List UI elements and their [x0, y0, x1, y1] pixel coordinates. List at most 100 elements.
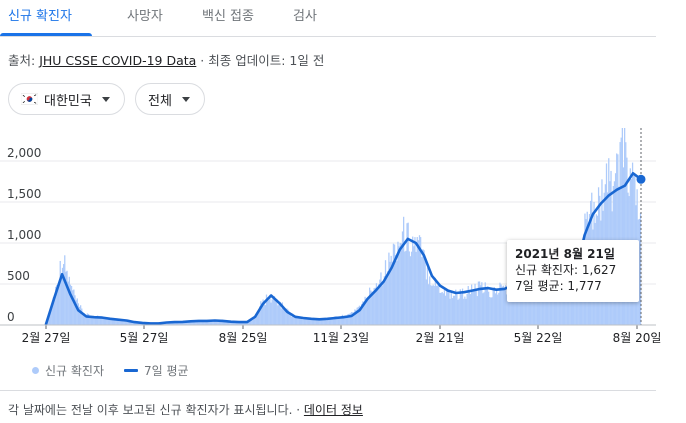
daily-bar	[499, 282, 501, 325]
daily-bar	[539, 280, 541, 325]
daily-bar	[97, 315, 99, 325]
daily-bar	[195, 321, 197, 325]
daily-bar	[486, 286, 489, 325]
daily-bar	[243, 322, 245, 325]
daily-bar	[201, 320, 203, 325]
y-axis-labels: 0 500 1,000 1,500 2,000	[7, 146, 41, 324]
daily-bar	[306, 318, 308, 325]
daily-bar	[461, 288, 464, 325]
region-dropdown[interactable]: 대한민국	[8, 83, 125, 115]
daily-bar	[412, 236, 414, 325]
footnote-separator: ·	[292, 403, 304, 417]
daily-bar	[624, 128, 626, 325]
footer-divider	[0, 390, 656, 391]
daily-bar	[443, 290, 446, 325]
daily-bar	[112, 317, 115, 325]
daily-bar	[491, 297, 493, 325]
daily-bar	[366, 299, 369, 325]
daily-bar	[325, 320, 328, 325]
daily-bar	[478, 281, 481, 325]
daily-bar	[346, 316, 348, 325]
daily-bar	[227, 322, 229, 325]
daily-bar	[410, 251, 413, 325]
daily-bar	[203, 321, 205, 325]
daily-bar	[455, 289, 457, 325]
daily-bar	[403, 216, 405, 325]
daily-bar	[409, 256, 412, 325]
daily-bar	[456, 294, 458, 325]
daily-bar	[359, 308, 362, 325]
daily-bar	[399, 243, 401, 325]
daily-bar	[251, 320, 253, 325]
tooltip-date: 2021년 8월 21일	[515, 247, 615, 261]
daily-bar	[233, 322, 235, 325]
daily-bar	[434, 277, 437, 325]
last-updated: 최종 업데이트: 1일 전	[208, 53, 325, 68]
daily-bar	[170, 322, 172, 325]
daily-bar	[274, 300, 277, 325]
daily-bar	[457, 299, 459, 325]
daily-bar	[222, 321, 225, 325]
daily-bar	[305, 319, 307, 325]
daily-bar	[401, 231, 404, 325]
daily-bar	[61, 267, 64, 325]
daily-bar	[332, 319, 335, 325]
daily-bar	[357, 306, 359, 325]
daily-bar	[93, 317, 95, 325]
daily-bar	[262, 299, 264, 325]
daily-bar	[230, 321, 233, 325]
daily-bar	[244, 322, 246, 325]
daily-bar	[400, 243, 403, 325]
tab-vaccination[interactable]: 백신 접종	[202, 9, 254, 24]
daily-bar	[73, 289, 75, 325]
scope-dropdown[interactable]: 전체	[135, 83, 205, 115]
daily-bar	[81, 308, 83, 325]
data-info-link[interactable]: 데이터 정보	[303, 403, 363, 417]
daily-bar	[315, 319, 318, 325]
daily-bar	[358, 305, 361, 325]
daily-bar	[465, 298, 467, 325]
daily-bar	[575, 281, 577, 325]
daily-bar	[49, 310, 51, 325]
daily-bar	[217, 321, 219, 325]
daily-bar	[187, 320, 189, 325]
tab-tests[interactable]: 검사	[293, 9, 317, 24]
daily-bar	[211, 321, 213, 325]
daily-bar	[375, 283, 378, 325]
daily-bar	[449, 298, 451, 325]
daily-bar	[489, 297, 491, 325]
daily-bar	[390, 255, 392, 325]
daily-bar	[418, 235, 421, 325]
daily-bar	[237, 321, 239, 325]
x-tick-label: 5월 27일	[120, 331, 169, 345]
daily-bar	[293, 317, 295, 325]
daily-bar	[450, 290, 452, 325]
daily-bar	[109, 318, 111, 325]
daily-bar	[127, 320, 129, 325]
daily-bar	[433, 285, 435, 325]
tab-deaths[interactable]: 사망자	[127, 9, 163, 24]
daily-bar	[398, 246, 400, 325]
daily-bar	[384, 260, 387, 325]
daily-bar	[218, 321, 220, 325]
daily-bar	[331, 318, 333, 325]
daily-bar	[68, 276, 70, 325]
daily-bar	[482, 293, 484, 325]
daily-bar	[314, 319, 316, 325]
daily-bar	[178, 322, 180, 325]
daily-bar	[84, 315, 86, 325]
daily-bar	[365, 300, 367, 325]
daily-bar	[554, 285, 557, 325]
daily-bar	[492, 288, 494, 325]
daily-bar	[70, 285, 73, 325]
daily-bar	[272, 298, 274, 325]
daily-bar	[188, 321, 191, 325]
source-link[interactable]: JHU CSSE COVID-19 Data	[39, 53, 197, 68]
daily-bar	[356, 307, 358, 325]
daily-bar	[116, 318, 118, 325]
daily-bar	[447, 290, 449, 325]
daily-bar	[495, 290, 498, 325]
tab-new-cases[interactable]: 신규 확진자	[8, 9, 72, 24]
y-tick-label: 2,000	[7, 146, 41, 160]
daily-bar	[545, 281, 548, 325]
